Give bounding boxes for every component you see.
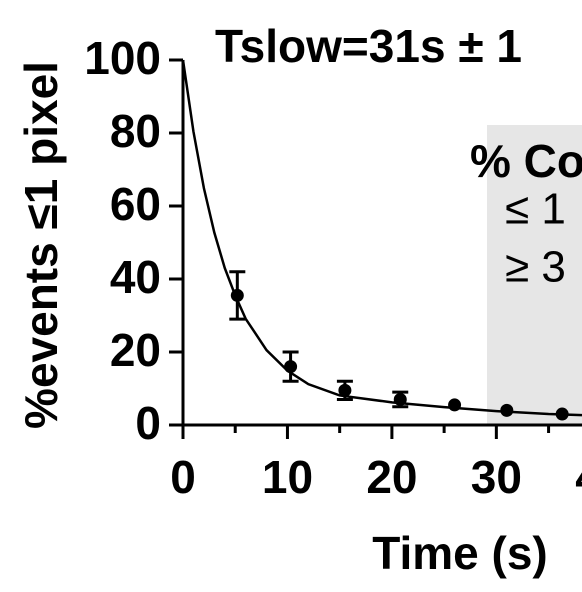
y-tick-label: 0 [135,397,161,449]
data-point [555,407,569,421]
x-tick-label: 40 [575,451,582,503]
data-point [338,383,352,397]
y-tick-label: 60 [110,178,161,230]
data-point [393,392,407,406]
y-tick-label: 80 [110,105,161,157]
y-tick-label: 100 [84,32,161,84]
y-tick-label: 40 [110,251,161,303]
legend-entry: ≤ 1 [505,185,566,234]
legend-entry: ≥ 3 [505,243,566,292]
data-point [500,403,514,417]
x-tick-label: 10 [262,451,313,503]
y-tick-label: 20 [110,324,161,376]
x-tick-label: 30 [471,451,522,503]
x-tick-label: 0 [170,451,196,503]
data-point [284,360,298,374]
legend-box [487,125,582,425]
x-axis-label: Time (s) [372,527,548,579]
fit-curve [181,59,582,417]
data-point [230,288,244,302]
chart-title: Tslow=31s ± 1 [215,20,522,72]
data-point [448,398,462,412]
x-tick-label: 20 [366,451,417,503]
legend-title: % Co [470,135,582,187]
y-axis-label: %events ≤1 pixel [15,61,67,429]
